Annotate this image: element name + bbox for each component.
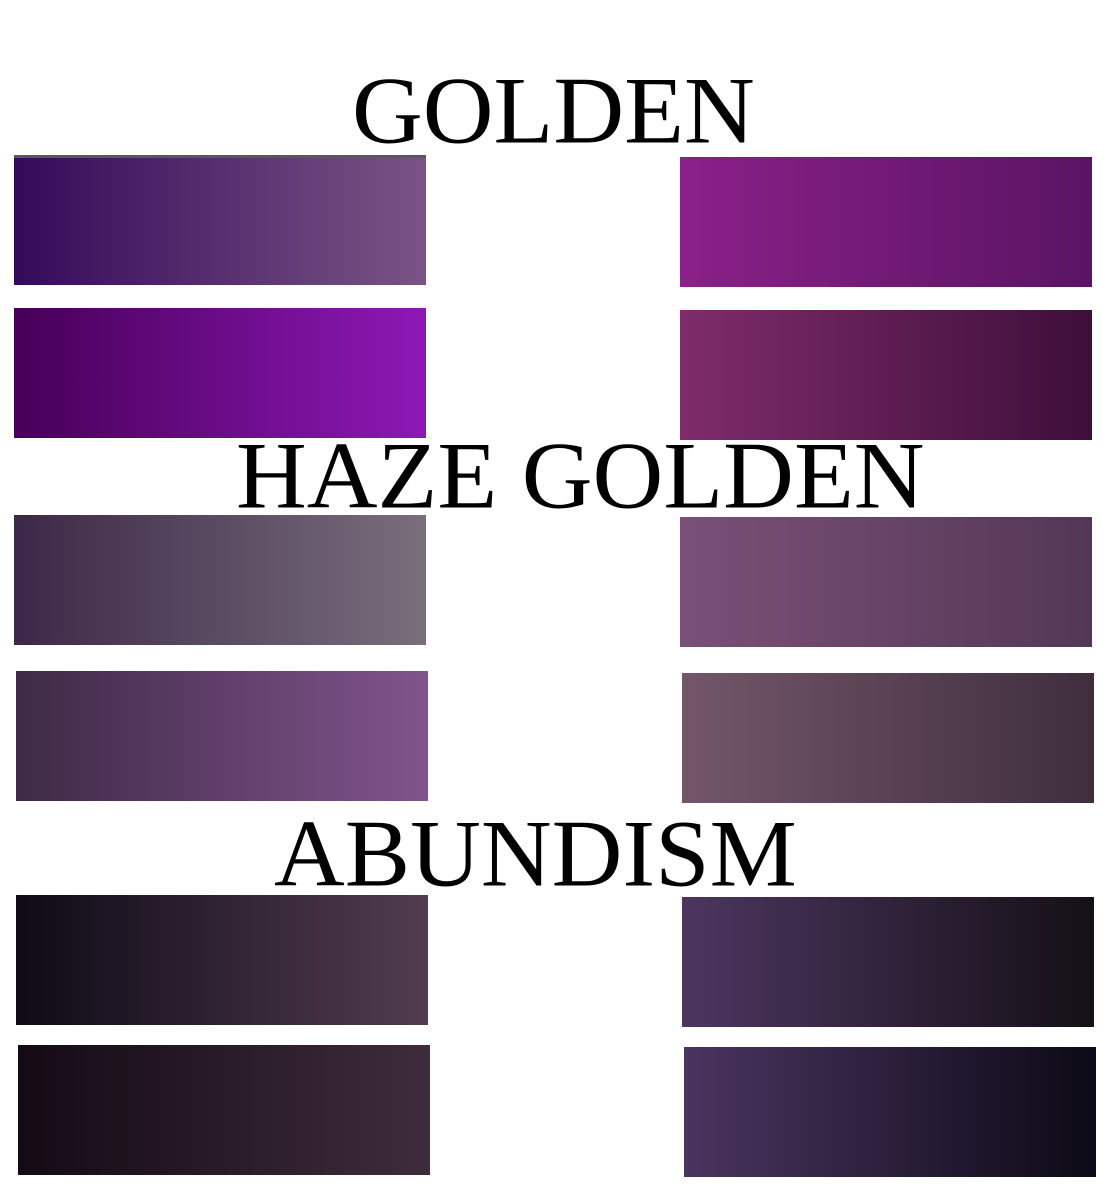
swatch-golden-1: [14, 155, 426, 285]
swatch-haze-golden-2: [680, 517, 1092, 647]
swatch-haze-golden-4: [682, 673, 1094, 803]
swatch-abundism-4: [684, 1047, 1096, 1177]
swatch-abundism-1: [16, 895, 428, 1025]
heading-golden: GOLDEN: [352, 59, 755, 164]
swatch-golden-2: [680, 157, 1092, 287]
swatch-haze-golden-3: [16, 671, 428, 801]
swatch-abundism-3: [18, 1045, 430, 1175]
heading-haze-golden: HAZE GOLDEN: [236, 424, 925, 529]
swatch-abundism-2: [682, 897, 1094, 1027]
heading-abundism: ABUNDISM: [274, 802, 797, 907]
swatch-haze-golden-1: [14, 515, 426, 645]
swatch-golden-3: [14, 308, 426, 438]
swatch-golden-4: [680, 310, 1092, 440]
